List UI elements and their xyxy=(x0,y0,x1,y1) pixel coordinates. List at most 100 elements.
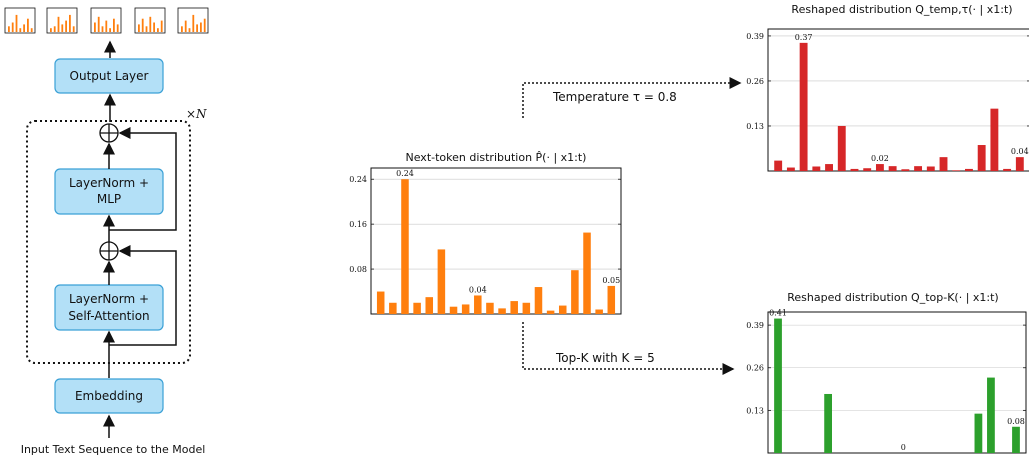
mlp-label-line2: MLP xyxy=(97,192,121,206)
icon-bar xyxy=(69,14,71,32)
residual-connection-attention xyxy=(109,245,177,346)
icon-bar xyxy=(160,20,163,32)
bar xyxy=(558,305,567,314)
y-tick-label: 0.08 xyxy=(349,265,367,274)
bar xyxy=(486,302,494,314)
bar xyxy=(583,232,591,314)
bar xyxy=(875,164,884,171)
icon-bar xyxy=(8,26,10,32)
bar xyxy=(534,287,543,314)
icon-bar xyxy=(27,18,29,32)
icon-bar xyxy=(105,20,108,32)
bar xyxy=(825,164,833,171)
attention-label-line1: LayerNorm + xyxy=(69,292,149,306)
bar xyxy=(522,302,531,314)
bar xyxy=(850,168,859,171)
repeat-count-label: ×N xyxy=(186,107,207,121)
icon-bar xyxy=(141,18,144,32)
icon-bar xyxy=(57,16,60,32)
icon-bar xyxy=(192,14,195,32)
output-layer-label: Output Layer xyxy=(70,69,149,83)
data-label: 0.05 xyxy=(602,276,620,285)
data-label: 0.41 xyxy=(769,309,787,318)
topk-chart: Reshaped distribution Q_top-K(· | x1:t)0… xyxy=(746,291,1027,454)
bar xyxy=(914,166,923,171)
bar xyxy=(474,295,482,314)
bar xyxy=(401,179,409,314)
icon-bar xyxy=(138,24,140,32)
icon-bar xyxy=(116,24,119,32)
icon-bar xyxy=(203,18,206,32)
bar xyxy=(498,308,506,314)
bar xyxy=(1003,168,1012,171)
bar xyxy=(510,301,518,314)
bar xyxy=(786,167,795,171)
bar xyxy=(1012,426,1020,453)
data-label: 0.04 xyxy=(469,285,487,294)
model-architecture: Output Layer ×N LayerNorm + MLP LayerNor… xyxy=(4,7,209,456)
icon-bar xyxy=(61,24,64,32)
icon-bar xyxy=(30,28,33,32)
data-label: 0.24 xyxy=(396,169,414,178)
bar xyxy=(376,291,385,314)
bar xyxy=(774,318,782,453)
bar xyxy=(437,249,446,314)
bar xyxy=(799,42,808,172)
bar xyxy=(990,108,999,171)
icon-bar xyxy=(200,22,202,32)
next-token-chart: Next-token distribution P̂(· | x1:t) 0.08… xyxy=(349,151,622,315)
bar xyxy=(595,309,603,314)
icon-bar xyxy=(184,20,187,32)
chart-title: Reshaped distribution Q_temp,τ(· | x1:t) xyxy=(791,3,1012,16)
icon-bar xyxy=(65,20,67,32)
residual-connection-mlp xyxy=(109,127,177,231)
temperature-label: Temperature τ = 0.8 xyxy=(552,90,677,104)
attention-label-line2: Self-Attention xyxy=(68,309,149,323)
chart-title: Next-token distribution P̂(· | x1:t) xyxy=(406,151,587,164)
chart-frame xyxy=(767,311,1027,454)
input-caption: Input Text Sequence to the Model xyxy=(21,443,206,456)
topk-label-text: Top-K with K = 5 xyxy=(555,351,655,365)
temperature-chart: Reshaped distribution Q_temp,τ(· | x1:t)… xyxy=(746,3,1029,172)
icon-bar xyxy=(15,14,18,32)
mlp-label-line1: LayerNorm + xyxy=(69,176,149,190)
icon-bar xyxy=(97,16,100,32)
topk-label: Top-K with K = 5 xyxy=(555,351,655,365)
bar xyxy=(461,304,470,314)
token-distribution-icon xyxy=(90,7,122,34)
bar xyxy=(413,302,421,314)
bar xyxy=(987,377,995,453)
bar xyxy=(607,285,616,314)
bar xyxy=(901,169,910,171)
icon-bar xyxy=(101,26,104,32)
icon-bar xyxy=(196,24,198,32)
data-label: 0.08 xyxy=(1007,417,1025,426)
bar xyxy=(837,125,846,171)
icon-bar xyxy=(157,28,159,32)
icon-bar xyxy=(50,28,52,32)
bar xyxy=(824,393,832,453)
bar xyxy=(1015,157,1024,171)
chart-title: Reshaped distribution Q_top-K(· | x1:t) xyxy=(787,291,998,304)
data-label: 0.02 xyxy=(871,154,889,163)
bar xyxy=(812,166,821,171)
icon-bar xyxy=(145,26,148,32)
connectors: Temperature τ = 0.8 Top-K with K = 5 xyxy=(522,77,742,375)
y-tick-label: 0.39 xyxy=(746,32,764,41)
embedding-box xyxy=(54,378,164,414)
output-distribution-icons xyxy=(4,7,209,34)
y-tick-label: 0.13 xyxy=(746,122,764,131)
icon-bar xyxy=(23,24,25,32)
output-layer-box xyxy=(54,58,164,94)
bar xyxy=(977,145,986,171)
icon-bar xyxy=(53,26,56,32)
bar xyxy=(888,166,897,171)
icon-bar xyxy=(109,28,111,32)
icon-bar xyxy=(72,26,75,32)
y-tick-label: 0.26 xyxy=(746,77,764,86)
bar xyxy=(965,168,973,171)
y-tick-label: 0.39 xyxy=(746,321,764,330)
bar xyxy=(546,310,555,314)
bar xyxy=(926,166,935,171)
